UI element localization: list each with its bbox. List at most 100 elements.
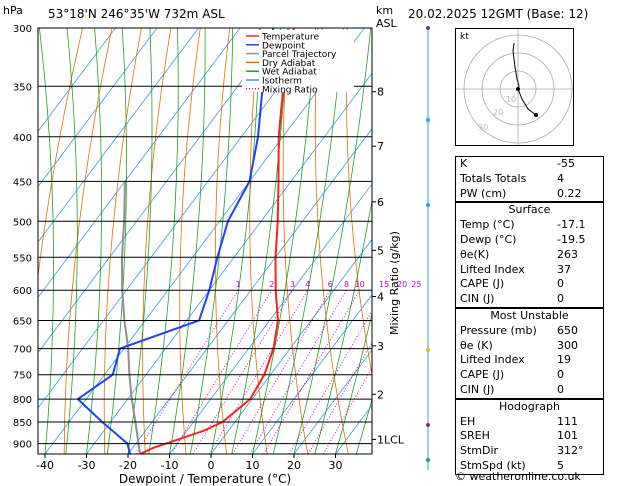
legend-box xyxy=(242,30,354,92)
dry-adiabat xyxy=(179,28,201,454)
wet-adiabat xyxy=(314,198,372,454)
height-tick-label: 3 xyxy=(377,340,384,353)
pressure-tick-label: 400 xyxy=(13,133,32,144)
hodo-storm-motion xyxy=(516,87,520,91)
hodo-trace-lower xyxy=(517,88,537,116)
row-label: CAPE (J) xyxy=(460,277,505,291)
mixing-ratio-line xyxy=(263,289,361,454)
isotherm-line xyxy=(169,183,372,454)
mixing-ratio-label: 6 xyxy=(328,280,333,289)
wet-adiabat xyxy=(65,28,78,454)
isotherm-line xyxy=(86,72,372,454)
table-row: Totals Totals 4 xyxy=(456,172,603,187)
pressure-tick-label: 500 xyxy=(13,217,32,228)
surface-title: Surface xyxy=(508,203,551,217)
row-label: Totals Totals xyxy=(460,171,527,185)
wet-adiabat xyxy=(189,28,234,454)
indices-box: K -55 Totals Totals 4 PW (cm) 0.22 xyxy=(455,156,604,203)
hodograph-title: Hodograph xyxy=(499,399,560,413)
height-tick-label: 1LCL xyxy=(377,433,405,446)
isotherm-line xyxy=(293,349,372,454)
wind-barb-marker xyxy=(426,203,430,207)
table-row: CIN (J) 0 xyxy=(456,383,603,398)
hodo-trace-upper xyxy=(512,42,520,90)
dry-adiabat xyxy=(345,28,372,377)
mixing-ratio-label: 10 xyxy=(355,280,365,289)
legend-entry: Parcel Trajectory xyxy=(262,50,337,60)
grid-layer xyxy=(38,28,629,454)
pressure-tick-label: 800 xyxy=(13,395,32,406)
height-tick-label: 5 xyxy=(377,244,384,257)
wet-adiabat xyxy=(355,397,372,454)
row-value: 4 xyxy=(557,171,564,185)
dry-adiabat xyxy=(103,28,142,454)
table-row: θe (K) 300 xyxy=(456,339,603,354)
wind-barb-marker xyxy=(426,118,430,122)
mixing-ratio-label: 4 xyxy=(305,280,310,289)
wind-barb-marker xyxy=(426,26,430,30)
table-row: Temp (°C) -17.1 xyxy=(456,218,603,233)
mixing-ratio-label: 25 xyxy=(411,280,421,289)
wind-barb-marker xyxy=(426,348,430,352)
datetime-label: 20.02.2025 12GMT (Base: 12) xyxy=(408,7,588,21)
wind-barb-column xyxy=(426,26,430,470)
row-value: -19.5 xyxy=(557,232,586,246)
mixing-ratio-line xyxy=(192,289,293,454)
surface-box: Surface Temp (°C) -17.1 Dewp (°C) -19.5 θe(K… xyxy=(455,202,604,308)
row-label: Dewp (°C) xyxy=(460,232,517,246)
mixing-ratio-label: 1 xyxy=(236,280,241,289)
row-value: 0 xyxy=(557,382,564,396)
mixing-ratio-label: 8 xyxy=(344,280,349,289)
row-value: 0 xyxy=(557,292,564,306)
dry-adiabat xyxy=(612,28,629,454)
wind-barb-marker xyxy=(426,423,430,427)
wet-adiabat xyxy=(148,28,179,454)
legend-entry: Wet Adiabat xyxy=(262,68,317,78)
row-label: θe (K) xyxy=(460,338,493,352)
height-tick-label: 4 xyxy=(377,291,384,304)
height-tick-label: 7 xyxy=(377,140,384,153)
pressure-tick-label: 300 xyxy=(13,24,32,35)
hodo-ring-label-30: 30 xyxy=(478,123,488,132)
pressure-tick-label: 650 xyxy=(13,317,32,328)
mixing-ratio-line xyxy=(249,289,347,454)
legend-entry: Dry Adiabat xyxy=(262,59,316,69)
most-unstable-box: Most Unstable Pressure (mb) 650 θe (K) 300 L… xyxy=(455,307,604,399)
isotherm-line xyxy=(252,294,372,454)
wind-barb-marker xyxy=(426,458,430,462)
hodograph-panel: kt 10 20 30 xyxy=(455,28,574,146)
mixing-ratio-label: 2 xyxy=(269,280,274,289)
legend-entry: Isotherm xyxy=(262,77,302,87)
row-value: 300 xyxy=(557,338,578,352)
wet-adiabat xyxy=(86,28,102,454)
table-row: SREH 101 xyxy=(456,429,603,444)
wet-adiabat xyxy=(293,28,372,454)
table-row: θe(K) 263 xyxy=(456,248,603,263)
row-value: 111 xyxy=(557,414,578,428)
temp-tick-label: 0 xyxy=(208,459,215,472)
temp-tick-label: 10 xyxy=(246,459,260,472)
pressure-unit: hPa xyxy=(3,4,23,17)
hodograph-box: Hodograph EH 111 SREH 101 StmDir 312° StmSpd (… xyxy=(455,398,604,475)
row-label: Lifted Index xyxy=(460,353,525,367)
mixing-ratio-line xyxy=(208,289,309,454)
mixing-ratio-line xyxy=(307,341,372,454)
dewpoint-line xyxy=(76,28,275,454)
row-value: 19 xyxy=(557,353,571,367)
row-label: EH xyxy=(460,414,476,428)
hodo-ring-label-20: 20 xyxy=(493,108,503,117)
row-label: StmSpd (kt) xyxy=(460,458,526,472)
row-label: K xyxy=(460,157,468,170)
table-row: Pressure (mb) 650 xyxy=(456,324,603,339)
isotherm-line xyxy=(210,238,372,454)
pressure-tick-label: 600 xyxy=(13,286,32,297)
hodo-surface-point xyxy=(534,113,538,117)
isotherm-line xyxy=(38,28,282,354)
temp-tick-label: 30 xyxy=(329,459,343,472)
temp-tick-label: -10 xyxy=(161,459,179,472)
temp-tick-label: -30 xyxy=(78,459,96,472)
row-label: Lifted Index xyxy=(460,262,525,276)
isotherm-line xyxy=(38,28,116,132)
